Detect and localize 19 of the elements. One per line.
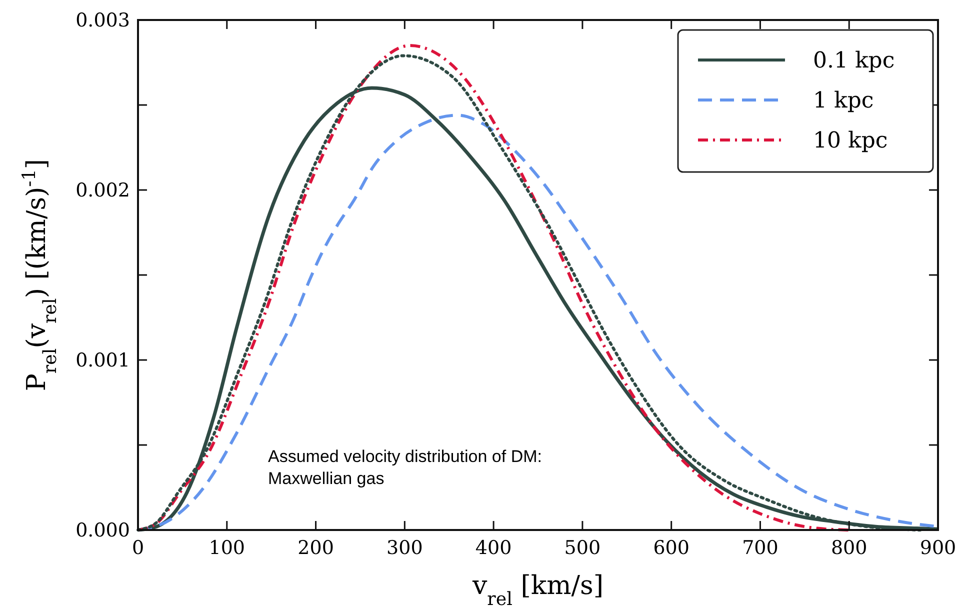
y-tick-label: 0.000: [76, 520, 130, 542]
annotation: Assumed velocity distribution of DM: Maxwellian gas: [268, 447, 542, 488]
x-axis-title: v$_{rel}$ [km/s]: [471, 571, 604, 610]
y-tick-label: 0.001: [76, 350, 130, 372]
x-tick-label: 300: [386, 537, 423, 559]
y-tick-label: 0.002: [76, 180, 130, 202]
x-tick-label: 700: [742, 537, 778, 559]
legend-label: 10 kpc: [813, 128, 888, 154]
y-tick-label: 0.003: [76, 10, 130, 32]
x-tick-label: 400: [475, 537, 512, 559]
x-tick-label: 0: [132, 537, 144, 559]
x-tick-label: 600: [653, 537, 690, 559]
x-tick-label: 200: [298, 537, 334, 559]
x-tick-label: 800: [830, 537, 868, 559]
legend-label: 0.1 kpc: [813, 48, 895, 74]
x-tick-label: 900: [920, 537, 956, 559]
x-tick-label: 100: [208, 537, 246, 559]
x-tick-label: 500: [564, 537, 601, 559]
legend-label: 1 kpc: [813, 88, 874, 114]
